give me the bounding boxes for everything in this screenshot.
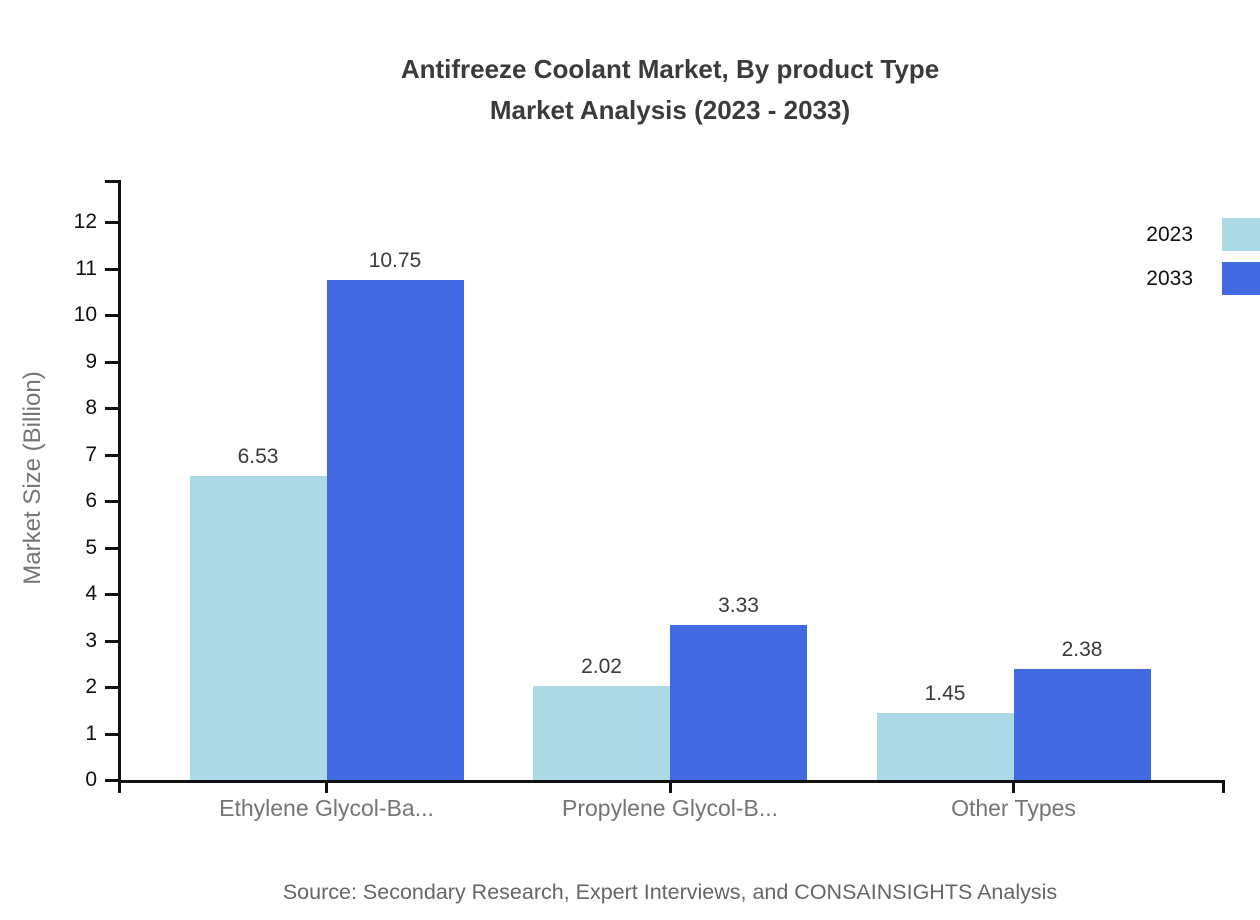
bar-2033-series <box>326 280 464 780</box>
y-tick <box>105 221 118 224</box>
y-tick <box>105 686 118 689</box>
y-tick-label: 0 <box>85 768 97 791</box>
y-tick-label: 3 <box>85 628 97 652</box>
y-tick-label: 1 <box>85 721 97 745</box>
y-tick <box>105 546 118 550</box>
y-tick-label: 10 <box>73 303 97 326</box>
legend-label: 2033 <box>1146 266 1193 290</box>
bar-value-label: 1.45 <box>924 681 966 705</box>
chart-title: Antifreeze Coolant Market, By product Ty… <box>400 54 940 84</box>
y-tick <box>105 453 118 457</box>
legend-item-2033: 2033 <box>1146 262 1260 295</box>
x-tick <box>1012 780 1015 793</box>
x-tick <box>325 780 328 793</box>
bar-2023-series <box>876 712 1014 780</box>
y-tick <box>105 360 118 364</box>
y-tick <box>105 267 118 271</box>
bar-value-label: 10.75 <box>368 249 422 273</box>
x-category-label: Propylene Glycol-B... <box>561 795 779 821</box>
bar-value-label: 2.38 <box>1061 638 1103 662</box>
y-tick-label: 4 <box>85 582 97 605</box>
x-axis-end-tick <box>1222 780 1225 793</box>
bar-2023-series <box>533 686 670 780</box>
x-category-label: Ethylene Glycol-Ba... <box>219 795 434 821</box>
y-axis-title: Market Size (Billion) <box>19 371 46 585</box>
y-tick-label: 11 <box>75 256 97 280</box>
legend-color-swatch <box>1222 262 1260 295</box>
y-tick <box>105 639 118 643</box>
y-axis-line <box>118 180 121 793</box>
y-tick-label: 8 <box>85 396 97 419</box>
legend-color-swatch <box>1222 218 1260 251</box>
y-tick-label: 2 <box>85 675 97 698</box>
legend-label: 2023 <box>1146 222 1193 246</box>
bar-2033-series <box>670 625 807 780</box>
y-tick <box>105 314 118 317</box>
bar-2033-series <box>1013 669 1151 780</box>
legend: 2023 2033 <box>1146 218 1260 306</box>
y-tick-label: 7 <box>85 442 97 466</box>
y-tick <box>105 500 118 503</box>
chart-subtitle: Market Analysis (2023 - 2033) <box>489 95 851 125</box>
source-note: Source: Secondary Research, Expert Inter… <box>282 880 1058 904</box>
y-tick-label: 12 <box>73 210 97 233</box>
x-axis-line <box>118 780 1225 783</box>
y-tick <box>105 779 118 782</box>
bar-value-label: 3.33 <box>718 594 759 618</box>
x-category-label: Other Types <box>951 795 1076 821</box>
bar-2023-series <box>189 476 327 780</box>
y-axis-end-tick <box>105 180 118 183</box>
y-tick-label: 5 <box>85 535 97 559</box>
y-tick <box>105 732 118 736</box>
y-tick-label: 9 <box>85 349 97 373</box>
y-tick <box>105 407 118 410</box>
bar-value-label: 6.53 <box>237 445 279 469</box>
y-tick <box>105 593 118 596</box>
x-tick <box>668 780 672 793</box>
bar-value-label: 2.02 <box>581 655 622 679</box>
legend-item-2023: 2023 <box>1146 218 1260 251</box>
y-tick-label: 6 <box>85 489 97 512</box>
